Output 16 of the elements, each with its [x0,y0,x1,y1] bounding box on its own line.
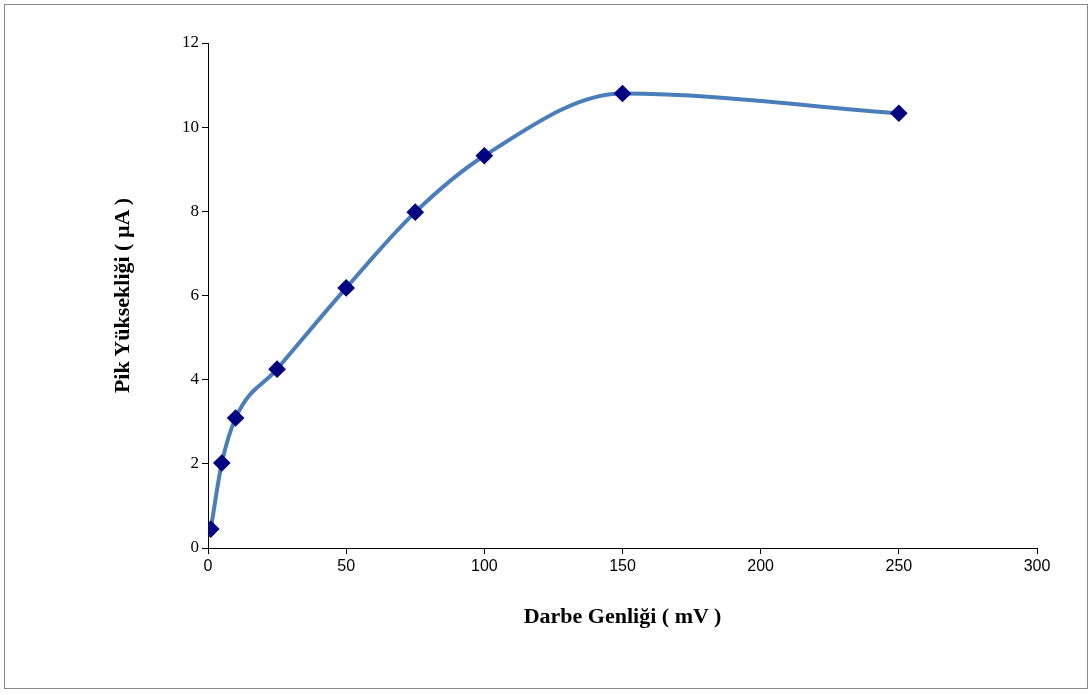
y-tick-label: 0 [190,537,199,557]
y-tick-label: 6 [190,284,199,304]
x-tick-label: 150 [609,557,636,575]
y-tick-label: 10 [182,116,199,136]
y-tick-label: 4 [190,369,200,389]
x-tick-label: 200 [747,557,775,575]
x-tick-label: 0 [203,557,213,575]
x-tick-label: 100 [470,557,498,575]
x-tick-label: 300 [1023,557,1051,575]
y-axis-title: Pik Yüksekliği ( µA ) [108,197,134,394]
y-tick-label: 2 [190,453,199,473]
y-tick-label: 12 [182,32,199,52]
x-tick-label: 50 [337,557,356,575]
x-axis-title: Darbe Genliği ( mV ) [523,603,722,629]
y-tick-label: 8 [190,200,199,220]
x-tick-label: 250 [885,557,913,575]
